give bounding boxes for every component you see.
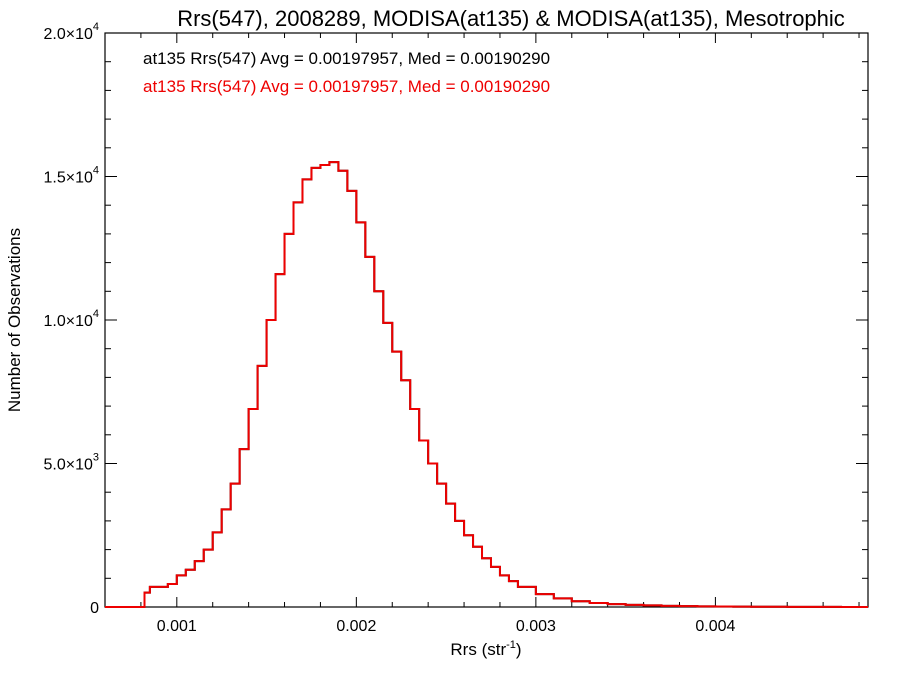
x-tick-label: 0.003 xyxy=(516,618,556,635)
x-axis-label: Rrs (str-1) xyxy=(450,639,521,659)
y-tick-label: 2.0×104 xyxy=(43,21,99,43)
y-tick-label: 1.5×104 xyxy=(43,165,99,187)
x-tick-label: 0.004 xyxy=(695,618,735,635)
chart-title: Rrs(547), 2008289, MODISA(at135) & MODIS… xyxy=(177,6,845,31)
y-axis-label: Number of Observations xyxy=(5,228,24,412)
y-tick-label: 1.0×104 xyxy=(43,308,99,330)
annotation-red: at135 Rrs(547) Avg = 0.00197957, Med = 0… xyxy=(143,77,550,96)
y-tick-label: 5.0×103 xyxy=(43,452,99,474)
x-tick-label: 0.001 xyxy=(157,618,197,635)
y-tick-label: 0 xyxy=(90,600,99,617)
axis-ticks: 0.001 0.002 0.003 0.004 0 5.0×103 1.0×104 1.5×1… xyxy=(43,21,868,635)
series-layer xyxy=(105,161,868,608)
histogram-series-1 xyxy=(105,161,868,608)
plot-frame xyxy=(104,32,869,608)
histogram-series-0 xyxy=(105,161,868,608)
annotation-black: at135 Rrs(547) Avg = 0.00197957, Med = 0… xyxy=(143,49,550,68)
x-tick-label: 0.002 xyxy=(336,618,376,635)
